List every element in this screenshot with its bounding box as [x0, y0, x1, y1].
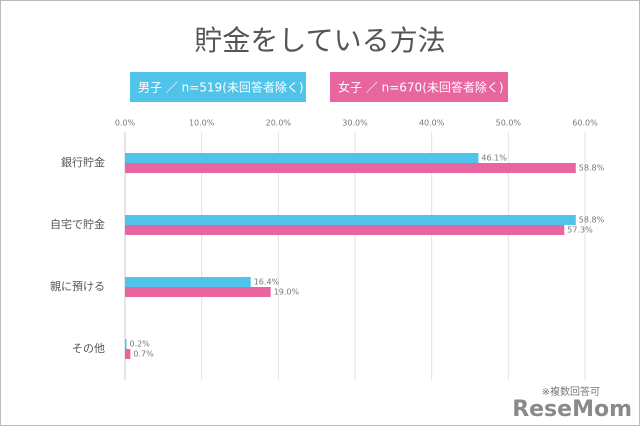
legend-label: 女子 ／ n=670(未回答者除く) [338, 80, 504, 95]
legend-box [130, 72, 306, 102]
bar [125, 215, 576, 225]
x-tick-label: 50.0% [496, 119, 522, 128]
bar [125, 153, 479, 163]
chart-title: 貯金をしている方法 [194, 24, 445, 57]
bar [125, 339, 127, 349]
value-label: 58.8% [579, 164, 605, 173]
bar [125, 163, 576, 173]
x-tick-label: 40.0% [419, 119, 445, 128]
bar [125, 349, 131, 359]
watermark: ReseMom [512, 397, 632, 422]
y-tick-label: 銀行貯金 [61, 155, 105, 169]
legend-label: 男子 ／ n=519(未回答者除く) [138, 80, 304, 95]
x-tick-label: 60.0% [572, 119, 598, 128]
bar [125, 225, 565, 235]
value-label: 16.4% [254, 278, 280, 287]
value-label: 19.0% [274, 288, 300, 297]
value-label: 58.8% [579, 216, 605, 225]
value-label: 0.7% [133, 350, 154, 359]
value-label: 0.2% [130, 340, 151, 349]
value-label: 57.3% [567, 226, 593, 235]
note: ※複数回答可 [542, 385, 600, 398]
x-tick-label: 20.0% [266, 119, 292, 128]
x-tick-label: 30.0% [342, 119, 368, 128]
y-tick-label: その他 [72, 342, 105, 355]
x-tick-label: 0.0% [115, 119, 136, 128]
y-tick-label: 自宅で貯金 [50, 217, 105, 231]
y-tick-label: 親に預ける [50, 280, 105, 293]
value-label: 46.1% [481, 154, 507, 163]
x-tick-label: 10.0% [189, 119, 215, 128]
bar [125, 287, 271, 297]
bar [125, 277, 251, 287]
legend-box [330, 72, 508, 102]
